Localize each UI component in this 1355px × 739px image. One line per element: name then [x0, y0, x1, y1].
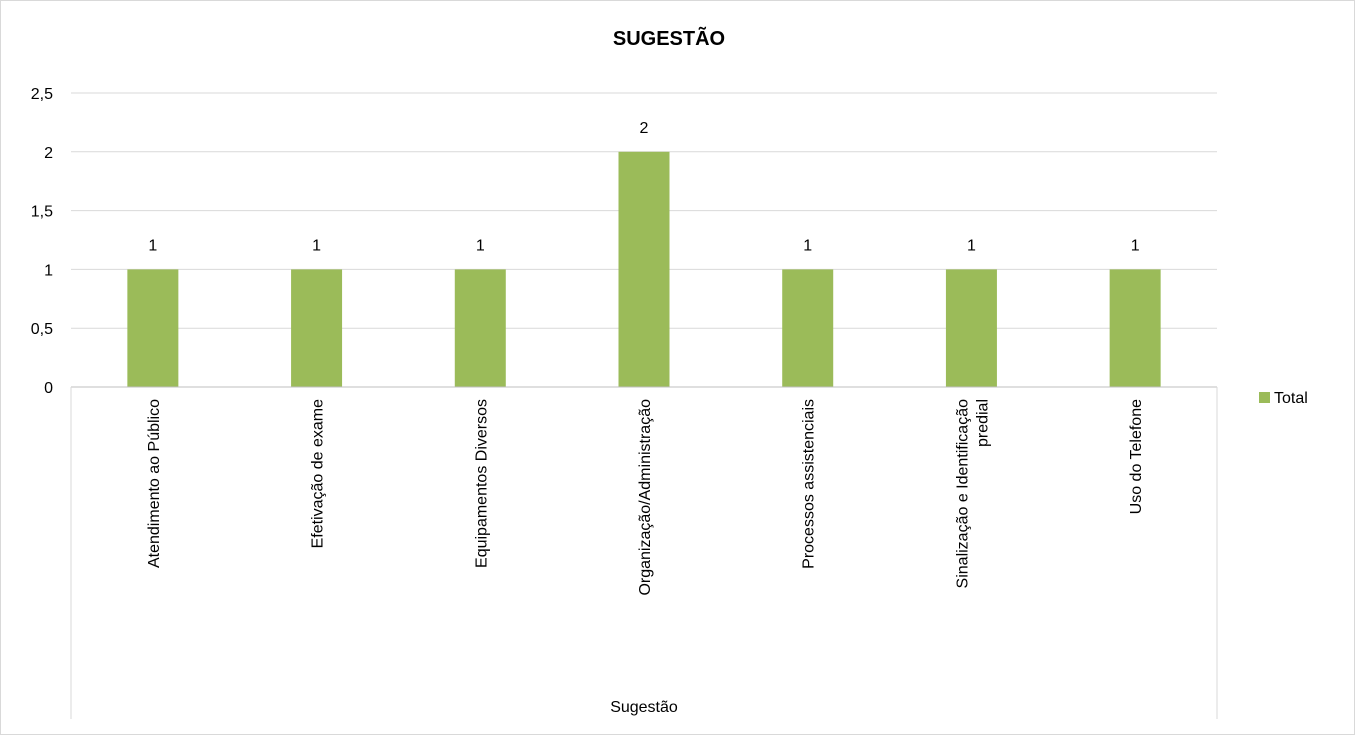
- data-label: 1: [476, 237, 485, 254]
- x-axis-ticks: Atendimento ao Público Efetivação de exam…: [146, 399, 1145, 596]
- x-tick-label: Sinalização e Identificação predial: [954, 399, 991, 589]
- data-label: 2: [640, 120, 649, 137]
- x-tick-label: Uso do Telefone: [1128, 399, 1145, 514]
- data-label: 1: [312, 237, 321, 254]
- x-tick-label: Efetivação de exame: [310, 399, 327, 549]
- x-axis-title: Sugestão: [610, 699, 678, 716]
- bar: [945, 269, 997, 387]
- x-tick-label: Equipamentos Diversos: [473, 399, 490, 568]
- x-tick-label: Processos assistenciais: [801, 399, 818, 569]
- data-label: 1: [148, 237, 157, 254]
- x-tick-label: Organização/Administração: [637, 399, 654, 596]
- bar: [291, 269, 343, 387]
- data-labels: 1 1 1 2 1 1 1: [148, 120, 1139, 255]
- y-tick-label: 1: [44, 262, 53, 279]
- legend: Total: [1259, 390, 1308, 407]
- legend-swatch: [1259, 392, 1270, 403]
- bars: [127, 151, 1161, 387]
- y-axis-ticks: 0 0,5 1 1,5 2 2,5: [31, 86, 53, 397]
- data-label: 1: [803, 237, 812, 254]
- bar: [454, 269, 506, 387]
- y-tick-label: 1,5: [31, 204, 53, 221]
- bar: [782, 269, 834, 387]
- data-label: 1: [967, 237, 976, 254]
- bar: [1109, 269, 1161, 387]
- y-tick-label: 2: [44, 145, 53, 162]
- bar: [618, 151, 670, 387]
- x-tick-label: Atendimento ao Público: [146, 399, 163, 568]
- chart-title: SUGESTÃO: [613, 27, 725, 50]
- y-tick-label: 0,5: [31, 321, 53, 338]
- y-tick-label: 2,5: [31, 86, 53, 103]
- bar: [127, 269, 179, 387]
- data-label: 1: [1131, 237, 1140, 254]
- y-tick-label: 0: [44, 380, 53, 397]
- legend-label: Total: [1274, 390, 1308, 407]
